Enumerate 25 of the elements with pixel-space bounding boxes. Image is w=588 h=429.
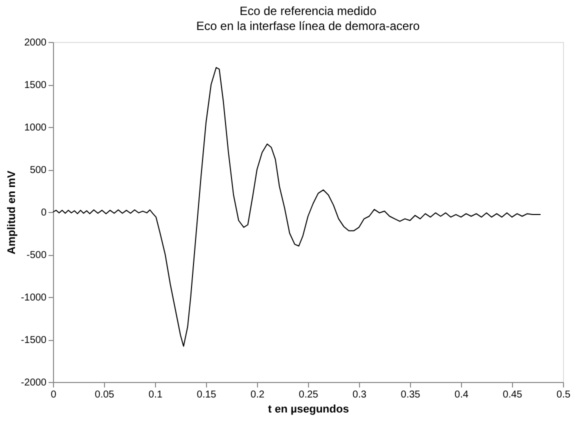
x-tick-label: 0.4 xyxy=(454,390,469,400)
x-tick-label: 0.35 xyxy=(400,390,421,400)
y-tick-label: 0 xyxy=(40,208,47,218)
x-tick-label: 0.05 xyxy=(94,390,115,400)
chart-subtitle: Eco en la interfase línea de demora-acero xyxy=(196,19,420,33)
x-tick-label: 0.2 xyxy=(250,390,265,400)
x-tick-label: 0 xyxy=(50,390,57,400)
x-tick-label: 0.3 xyxy=(352,390,367,400)
chart-title: Eco de referencia medido xyxy=(240,4,377,18)
y-tick-label: 1000 xyxy=(24,122,47,134)
x-tick-label: 0.5 xyxy=(556,390,571,400)
y-axis-title: Amplitud en mV xyxy=(6,170,18,254)
line-series xyxy=(52,67,542,347)
y-tick-label: -2000 xyxy=(20,378,47,388)
y-tick-label: -500 xyxy=(26,250,47,261)
x-tick-label: 0.15 xyxy=(196,390,217,400)
x-axis-title: t en µsegundos xyxy=(268,404,349,416)
x-tick-label: 0.45 xyxy=(502,390,523,400)
y-tick-label: 2000 xyxy=(24,38,47,48)
y-tick-label: 500 xyxy=(30,165,47,176)
y-tick-label: 1500 xyxy=(24,80,47,91)
y-tick-label: -1500 xyxy=(20,335,47,346)
x-tick-label: 0.25 xyxy=(298,390,319,400)
x-tick-label: 0.1 xyxy=(148,390,163,400)
y-tick-label: -1000 xyxy=(20,292,47,304)
